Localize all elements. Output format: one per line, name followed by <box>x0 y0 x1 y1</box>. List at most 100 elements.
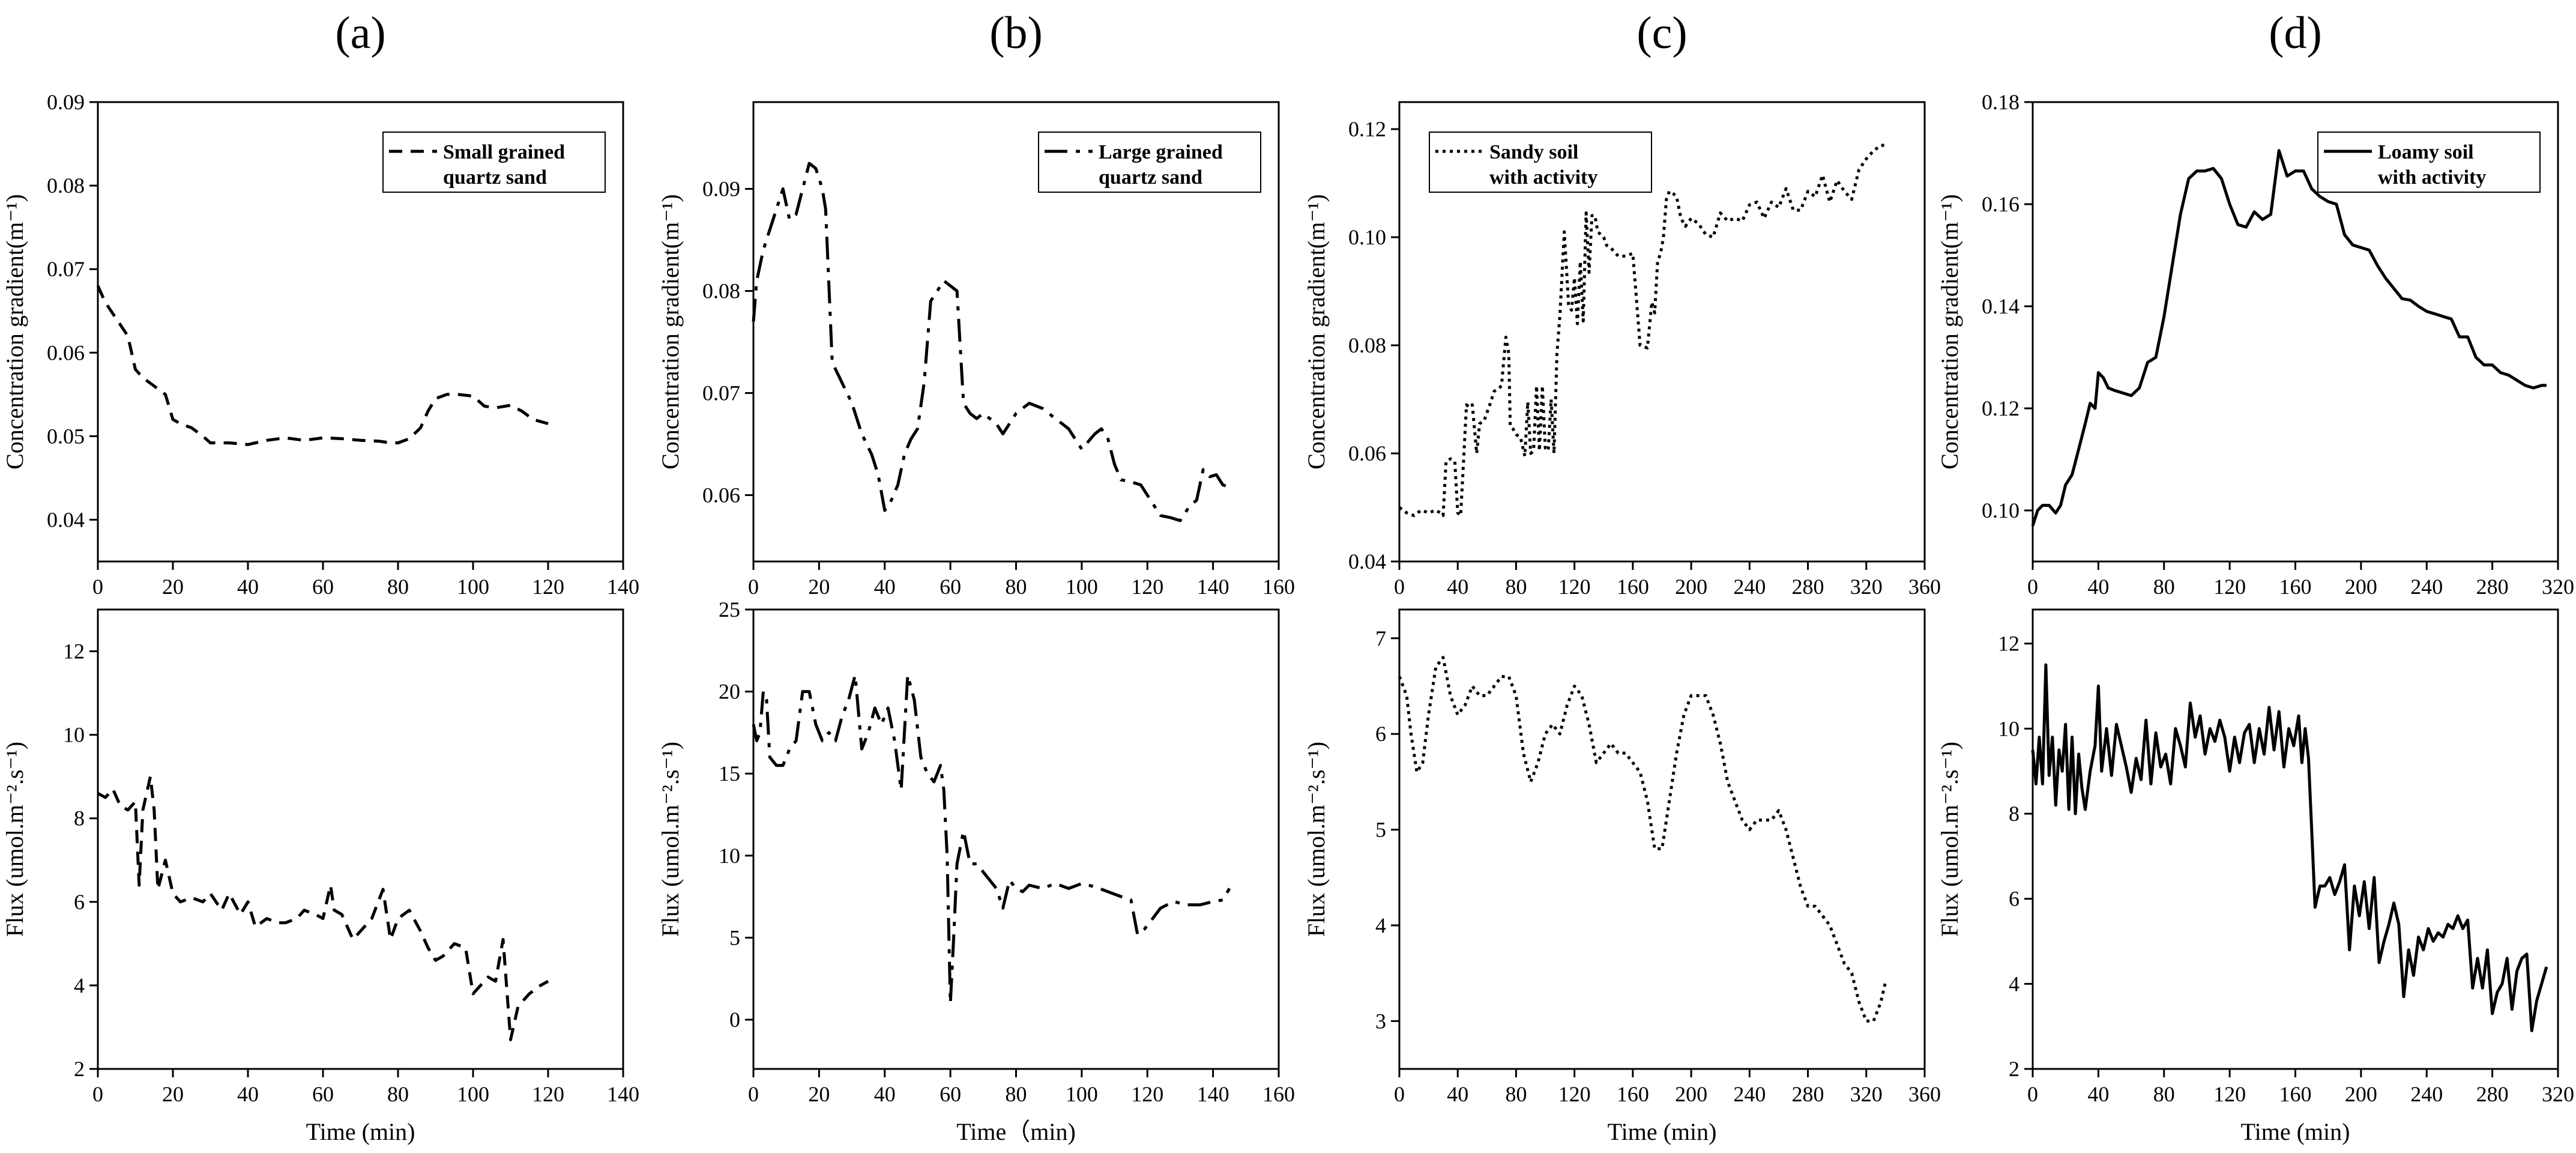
chart-b-bottom-xtick-label: 60 <box>940 1082 961 1106</box>
chart-d-bottom-xtick-label: 40 <box>2087 1082 2109 1106</box>
chart-a-bottom-xtick-label: 60 <box>312 1082 334 1106</box>
panel-a-bottom-chart: 0 20 40 60 80 100 120 140 2 4 6 8 10 12 Time (min) Flux… <box>1 608 639 1145</box>
chart-b-top-xtick-label: 60 <box>940 575 961 599</box>
chart-d-top-ytick-label: 0.18 <box>1982 90 2019 114</box>
chart-a-top-legend-box <box>382 132 606 193</box>
chart-b-bottom-xtick-label: 20 <box>808 1082 830 1106</box>
chart-b-bottom-ytick-label: 20 <box>719 680 740 704</box>
chart-a-bottom-ylabel: Flux (umol.m⁻².s⁻¹) <box>1 742 28 937</box>
chart-d-top-series-line <box>2031 149 2547 527</box>
chart-b-top-ylabel: Concentration gradient(m⁻¹) <box>657 194 684 470</box>
chart-c-bottom-xtick-label: 240 <box>1733 1082 1766 1106</box>
chart-b-bottom-xtick-label: 40 <box>874 1082 896 1106</box>
chart-a-top-ytick-label: 0.08 <box>47 174 85 198</box>
chart-d-top-ylabel: Concentration gradient(m⁻¹) <box>1936 194 1963 470</box>
chart-a-bottom-ytick-label: 8 <box>74 806 85 831</box>
chart-d-top-ytick-label: 0.16 <box>1982 192 2019 216</box>
chart-d-top-xtick-label: 160 <box>2279 575 2312 599</box>
chart-a-top-legend-line1: Small grained <box>443 141 565 163</box>
chart-d-top-legend-line2: with activity <box>2378 166 2486 189</box>
chart-b-top-ytick-label: 0.09 <box>702 177 740 201</box>
chart-d-bottom-ytick-label: 2 <box>2009 1057 2019 1081</box>
chart-d-top-xtick-label: 280 <box>2476 575 2509 599</box>
panel-d-bottom-chart: 0 40 80 120 160 200 240 280 320 2 4 6 8 10 12 Time (min… <box>1936 608 2574 1145</box>
chart-b-top-legend: Large grained quartz sand <box>1038 132 1261 193</box>
chart-b-bottom-xtick-label: 0 <box>748 1082 759 1106</box>
panel-b-top-chart: (b) 0 20 40 60 80 100 120 140 160 0.06 0.07 0.08 0.09… <box>657 8 1295 599</box>
chart-a-top-legend: Small grained quartz sand <box>382 132 606 193</box>
chart-a-top-xtick-label: 120 <box>532 575 564 599</box>
chart-a-top-legend-line2: quartz sand <box>443 166 547 189</box>
chart-d-top-xtick-label: 240 <box>2410 575 2443 599</box>
chart-a-bottom-xtick-label: 80 <box>387 1082 409 1106</box>
chart-c-top-xtick-label: 320 <box>1850 575 1883 599</box>
panel-c-bottom-chart: 0 40 80 120 160 200 240 280 320 360 3 4 5 6 7 Time (min… <box>1303 608 1941 1145</box>
chart-b-bottom-ylabel: Flux (umol.m⁻².s⁻¹) <box>657 742 684 937</box>
chart-a-top-frame <box>97 101 624 563</box>
chart-a-bottom-xtick-label: 20 <box>162 1082 184 1106</box>
chart-c-top-ytick-label: 0.08 <box>1348 333 1386 357</box>
chart-a-bottom-xtick-label: 40 <box>237 1082 259 1106</box>
chart-c-top-xtick-label: 200 <box>1675 575 1707 599</box>
chart-d-top-legend-box <box>2317 132 2541 193</box>
chart-a-top-panel-label: (a) <box>335 8 385 58</box>
chart-c-bottom-xtick-label: 360 <box>1908 1082 1941 1106</box>
chart-c-top-series-line <box>1398 144 1886 517</box>
chart-c-top-xtick-label: 280 <box>1792 575 1824 599</box>
chart-c-bottom-ytick-label: 5 <box>1375 818 1386 842</box>
chart-b-top-xtick-label: 40 <box>874 575 896 599</box>
chart-b-top-legend-line2: quartz sand <box>1099 166 1202 189</box>
panel-c-top-chart: (c) 0 40 80 120 160 200 240 280 320 360 0.04 0.06 0.0… <box>1303 8 1941 599</box>
chart-c-top-ylabel: Concentration gradient(m⁻¹) <box>1303 194 1330 470</box>
chart-b-bottom-xtick-label: 160 <box>1262 1082 1295 1106</box>
chart-a-top-xtick-label: 40 <box>237 575 259 599</box>
chart-b-top-xtick-label: 120 <box>1131 575 1163 599</box>
chart-a-top-ytick-label: 0.07 <box>47 257 85 281</box>
chart-c-top-ytick-label: 0.06 <box>1348 441 1386 465</box>
chart-d-bottom-ytick-label: 12 <box>1998 632 2019 656</box>
chart-b-bottom-xtick-label: 80 <box>1006 1082 1027 1106</box>
chart-d-top-xtick-label: 320 <box>2542 575 2574 599</box>
chart-a-top-xtick-label: 60 <box>312 575 334 599</box>
chart-b-bottom-xtick-label: 120 <box>1131 1082 1163 1106</box>
chart-c-top-frame <box>1398 101 1926 563</box>
chart-b-top-ytick-label: 0.06 <box>702 483 740 507</box>
chart-c-top-legend: Sandy soil with activity <box>1429 132 1652 193</box>
chart-d-top-legend-line1: Loamy soil <box>2378 141 2474 163</box>
chart-c-bottom-ytick-label: 3 <box>1375 1009 1386 1033</box>
chart-d-bottom-xtick-label: 320 <box>2542 1082 2574 1106</box>
chart-d-top-xtick-label: 0 <box>2027 575 2038 599</box>
chart-b-top-legend-box <box>1038 132 1261 193</box>
chart-c-bottom-xtick-label: 160 <box>1617 1082 1649 1106</box>
chart-d-top-panel-label: (d) <box>2269 8 2322 58</box>
chart-a-bottom-ytick-label: 2 <box>74 1057 85 1081</box>
chart-c-top-legend-line2: with activity <box>1489 166 1597 189</box>
chart-b-bottom-xtick-label: 140 <box>1197 1082 1229 1106</box>
chart-d-top-legend: Loamy soil with activity <box>2317 132 2541 193</box>
chart-a-bottom-xlabel: Time (min) <box>306 1118 415 1145</box>
chart-a-bottom-xtick-label: 0 <box>92 1082 103 1106</box>
chart-c-top-ytick-label: 0.12 <box>1348 117 1386 141</box>
chart-d-bottom-xlabel: Time (min) <box>2241 1118 2350 1145</box>
chart-d-top-xtick-label: 120 <box>2213 575 2246 599</box>
chart-a-top-series-line <box>96 285 549 446</box>
panel-b-bottom-chart: 0 20 40 60 80 100 120 140 160 0 5 10 15 20 25 Time（min)… <box>657 598 1295 1145</box>
chart-c-top-xtick-label: 80 <box>1505 575 1527 599</box>
chart-c-bottom-series-line <box>1398 656 1887 1023</box>
chart-b-top-xtick-label: 140 <box>1197 575 1229 599</box>
chart-a-top-xtick-label: 100 <box>457 575 489 599</box>
chart-d-top-xtick-label: 200 <box>2345 575 2377 599</box>
chart-c-bottom-xtick-label: 40 <box>1447 1082 1468 1106</box>
chart-b-top-series-line <box>752 162 1230 522</box>
chart-c-top-legend-box <box>1429 132 1652 193</box>
chart-b-bottom-ytick-label: 10 <box>719 844 740 868</box>
chart-a-top-ytick-label: 0.09 <box>47 90 85 114</box>
chart-b-top-xtick-label: 160 <box>1262 575 1295 599</box>
chart-c-bottom-ytick-label: 6 <box>1375 722 1386 746</box>
chart-d-bottom-xtick-label: 80 <box>2153 1082 2175 1106</box>
chart-d-bottom-xtick-label: 280 <box>2476 1082 2509 1106</box>
chart-c-top-xtick-label: 120 <box>1558 575 1591 599</box>
chart-c-top-panel-label: (c) <box>1636 8 1687 58</box>
chart-d-bottom-xtick-label: 120 <box>2213 1082 2246 1106</box>
